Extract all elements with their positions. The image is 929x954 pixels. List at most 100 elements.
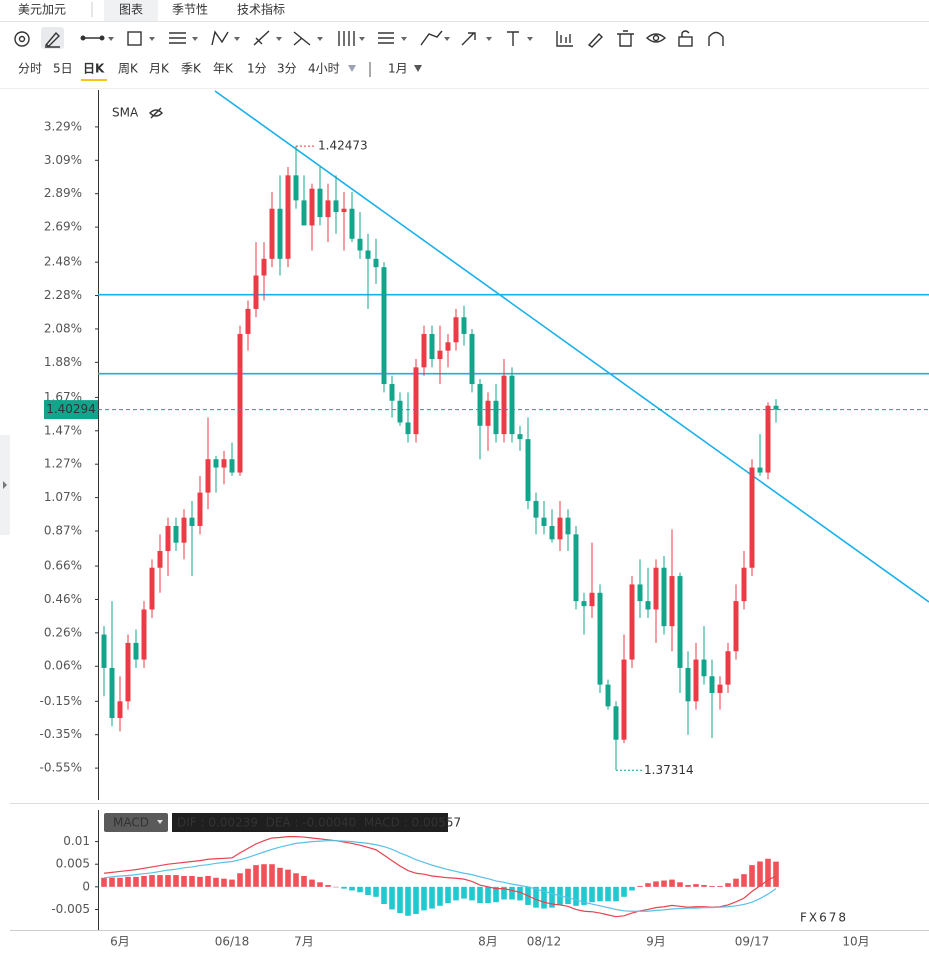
- tool-icons[interactable]: [14, 30, 724, 48]
- dropdown-arrow[interactable]: [348, 65, 356, 72]
- macd-bar: [533, 886, 539, 908]
- timeframe[interactable]: 4小时: [308, 62, 340, 76]
- candle-body: [469, 333, 475, 385]
- candle-body: [301, 200, 307, 226]
- candle-body: [509, 375, 515, 435]
- macd-bar: [565, 886, 571, 905]
- instrument-tab[interactable]: 美元加元: [18, 3, 66, 17]
- candle-body: [125, 642, 131, 702]
- y-tick-label: -0.15%: [40, 694, 82, 708]
- candle-body: [181, 517, 187, 543]
- candle-body: [397, 400, 403, 423]
- macd-bar: [733, 878, 739, 887]
- y-tick-label: 1.88%: [44, 355, 82, 369]
- candle-body: [205, 459, 211, 493]
- tab[interactable]: 技术指标: [237, 2, 285, 17]
- trend-line[interactable]: [214, 90, 929, 603]
- macd-bar: [117, 877, 123, 887]
- candle-body: [349, 208, 355, 239]
- candle-body: [157, 551, 163, 568]
- candle-body: [133, 642, 139, 660]
- timeframe[interactable]: 3分: [277, 62, 297, 76]
- last-price-label: 1.40294: [46, 402, 96, 416]
- candle-body: [253, 275, 259, 309]
- timeframe[interactable]: 季K: [181, 62, 202, 76]
- indicator-box[interactable]: [104, 813, 168, 832]
- tab-bar: 美元加元 图表 季节性 技术指标: [0, 0, 929, 22]
- dropdown-arrow[interactable]: [414, 65, 422, 72]
- macd-bar: [141, 875, 147, 887]
- dropdown-arrows[interactable]: [108, 37, 533, 41]
- candle-body: [613, 706, 619, 740]
- macd-bar: [437, 886, 443, 906]
- low-label: 1.37314: [644, 763, 694, 777]
- macd-bar: [125, 876, 131, 887]
- candle-body: [597, 592, 603, 685]
- candle-body: [237, 333, 243, 473]
- macd-bar: [229, 879, 235, 887]
- plot: 3.29% 3.09% 2.89% 2.69% 2.48% 2.28% 2.08% 1.88%…: [40, 119, 929, 949]
- candle-body: [317, 188, 323, 218]
- macd-bar: [285, 869, 291, 887]
- candle-body: [669, 576, 675, 627]
- timeframe[interactable]: 年K: [213, 62, 234, 76]
- macd-bar: [413, 886, 419, 914]
- macd-bar: [301, 875, 307, 887]
- candle-body: [637, 584, 643, 602]
- candle-body: [685, 667, 691, 702]
- indicator-name[interactable]: MACD: [113, 816, 149, 830]
- macd-bar: [381, 886, 387, 905]
- visibility-icon[interactable]: [149, 107, 163, 119]
- candle-body: [749, 467, 755, 568]
- side-toggle-arrow[interactable]: [3, 481, 7, 489]
- candle-body: [605, 684, 611, 707]
- dropdown-arrow[interactable]: [157, 820, 163, 824]
- candle-body: [621, 659, 627, 740]
- macd-bar: [157, 875, 163, 887]
- candle-body: [429, 333, 435, 360]
- macd-bar: [357, 886, 363, 893]
- y-tick-label: 0: [82, 879, 90, 893]
- candle-body: [677, 576, 683, 668]
- macd-bar: [389, 886, 395, 910]
- timeframe-active[interactable]: 日K: [83, 62, 105, 76]
- macd-bar: [101, 877, 107, 887]
- timeframe[interactable]: 分时: [18, 62, 42, 76]
- period[interactable]: 1月: [388, 62, 408, 76]
- macd-bar: [621, 886, 627, 897]
- x-tick-label: 8月: [478, 935, 498, 949]
- macd-bar: [581, 886, 587, 905]
- candle-body: [101, 634, 107, 668]
- macd-bar: [173, 875, 179, 887]
- macd-bar: [685, 885, 691, 887]
- macd-bar: [541, 886, 547, 909]
- macd-bar: [245, 868, 251, 887]
- timeframe[interactable]: 1分: [247, 62, 267, 76]
- candle-body: [525, 439, 531, 501]
- candle-body: [549, 525, 555, 540]
- macd-bar: [221, 878, 227, 887]
- tab[interactable]: 图表: [119, 3, 143, 17]
- candle-body: [629, 584, 635, 660]
- timeframe[interactable]: 周K: [118, 62, 139, 76]
- tab[interactable]: 季节性: [172, 3, 208, 17]
- timeframe[interactable]: 5日: [53, 62, 73, 76]
- overlay-label: SMA: [112, 106, 139, 120]
- indicator-legend: DIF : 0.00239 DEA : -0.00040 MACD : 0.00…: [177, 816, 461, 830]
- y-tick-label: 0.46%: [44, 592, 82, 606]
- candle-body: [773, 405, 779, 410]
- candle-body: [533, 500, 539, 518]
- candle-body: [333, 200, 339, 213]
- macd-bar: [149, 875, 155, 887]
- y-tick-label: -0.55%: [40, 761, 82, 775]
- timeframe[interactable]: 月K: [149, 62, 170, 76]
- candle-body: [325, 200, 331, 218]
- macd-bar: [349, 886, 355, 891]
- macd-bar: [397, 886, 403, 914]
- legend-box: [172, 813, 448, 832]
- candle-body: [309, 188, 315, 226]
- macd-bar: [253, 865, 259, 887]
- y-tick-label: 1.47%: [44, 423, 82, 437]
- macd-line: [103, 840, 777, 912]
